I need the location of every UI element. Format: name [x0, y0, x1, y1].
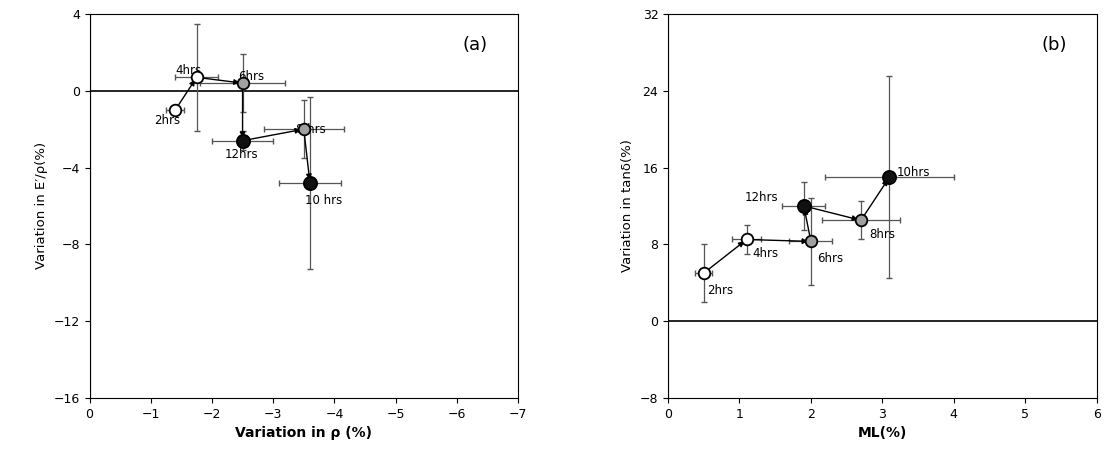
- Point: [802, 238, 820, 245]
- Point: [852, 217, 869, 224]
- Y-axis label: Variation in tanδ(%): Variation in tanδ(%): [621, 139, 634, 272]
- Text: 8 hrs: 8 hrs: [297, 123, 327, 136]
- Text: 12hrs: 12hrs: [224, 147, 257, 161]
- Point: [167, 106, 185, 114]
- Point: [294, 125, 312, 133]
- Text: 12hrs: 12hrs: [745, 191, 779, 204]
- Text: 4hrs: 4hrs: [176, 64, 201, 77]
- Y-axis label: Variation in E′/ρ(%): Variation in E′/ρ(%): [35, 142, 48, 270]
- Point: [695, 269, 713, 277]
- Point: [234, 80, 252, 87]
- Point: [737, 236, 755, 243]
- Text: 4hrs: 4hrs: [752, 248, 779, 260]
- Text: 10 hrs: 10 hrs: [305, 194, 342, 207]
- Text: 6hrs: 6hrs: [237, 70, 264, 83]
- Point: [188, 73, 206, 81]
- Text: (b): (b): [1041, 36, 1066, 54]
- Point: [794, 202, 812, 210]
- X-axis label: ML(%): ML(%): [857, 426, 908, 440]
- Text: 8hrs: 8hrs: [869, 228, 895, 241]
- Text: 2hrs: 2hrs: [154, 114, 180, 127]
- Text: 6hrs: 6hrs: [817, 252, 843, 265]
- Point: [881, 174, 899, 181]
- Text: 10hrs: 10hrs: [896, 166, 930, 179]
- Text: 2hrs: 2hrs: [707, 284, 733, 297]
- Point: [234, 137, 252, 145]
- Point: [301, 179, 319, 187]
- X-axis label: Variation in ρ (%): Variation in ρ (%): [235, 426, 373, 440]
- Text: (a): (a): [462, 36, 488, 54]
